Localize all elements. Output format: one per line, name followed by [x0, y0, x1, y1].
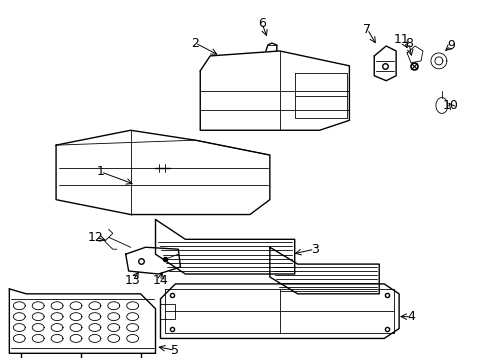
Text: 4: 4	[407, 310, 414, 323]
Text: 11: 11	[392, 32, 408, 46]
Text: 5: 5	[171, 344, 179, 357]
Text: 10: 10	[442, 99, 458, 112]
Text: 9: 9	[446, 40, 454, 53]
Text: 14: 14	[152, 274, 168, 287]
Text: 6: 6	[258, 17, 265, 30]
Text: 1: 1	[97, 165, 104, 179]
Text: 7: 7	[363, 23, 370, 36]
Text: 12: 12	[88, 231, 103, 244]
Text: 13: 13	[124, 274, 140, 287]
Text: 3: 3	[310, 243, 318, 256]
Text: 8: 8	[404, 36, 412, 50]
Text: 2: 2	[191, 36, 199, 50]
